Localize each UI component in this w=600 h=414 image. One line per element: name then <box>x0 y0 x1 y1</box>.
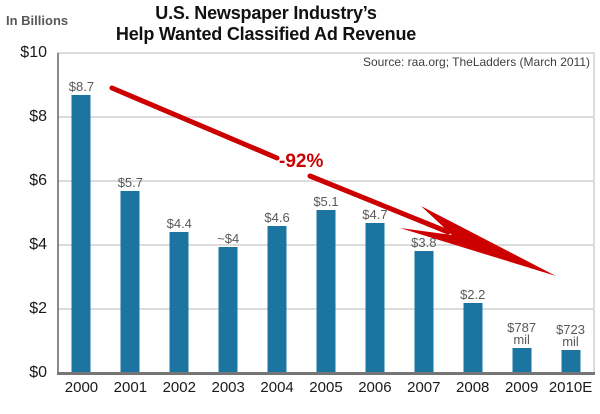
chart-title-line1: U.S. Newspaper Industry’s <box>155 3 377 23</box>
y-tick-label: $6 <box>29 172 47 189</box>
gridline <box>57 52 595 54</box>
bar-column-2000: $8.7 <box>57 53 106 373</box>
x-tick-label-2006: 2006 <box>358 379 392 396</box>
y-tick-label: $4 <box>29 236 47 253</box>
bar-2009 <box>512 347 532 373</box>
source-credit: Source: raa.org; TheLadders (March 2011) <box>362 55 590 69</box>
x-tick-label-2009: 2009 <box>504 379 539 396</box>
bar-column-2010E: $723 mil <box>546 53 595 373</box>
bar-column-2002: $4.4 <box>155 53 204 373</box>
bar-column-2009: $787 mil <box>497 53 546 373</box>
bar-value-label: $4.4 <box>145 216 214 232</box>
bar-2002 <box>169 232 189 373</box>
bar-2010E <box>561 349 581 373</box>
bar-column-2008: $2.2 <box>448 53 497 373</box>
bar-2005 <box>316 209 336 373</box>
bar-2001 <box>120 190 140 373</box>
bar-value-label: $8.7 <box>47 78 116 94</box>
chart-title-line2: Help Wanted Classified Ad Revenue <box>115 24 417 44</box>
bar-column-2007: $3.8 <box>399 53 448 373</box>
bar-value-label-line: mil <box>513 331 530 347</box>
bar-value-label: $723 mil <box>536 321 600 349</box>
bar-value-label-line: $5.7 <box>117 174 144 190</box>
bar-value-label-line: $787 <box>507 319 537 335</box>
x-tick-label-2008: 2008 <box>456 379 490 396</box>
y-tick-label: $2 <box>29 300 47 317</box>
x-tick-label-2010E: 2010E <box>548 379 593 396</box>
y-tick-label: $0 <box>29 364 47 381</box>
x-tick-label-2004: 2004 <box>260 379 294 396</box>
bar-2003 <box>218 246 238 373</box>
bar-value-label-line: $8.7 <box>68 78 95 94</box>
x-tick-label-2003: 2003 <box>211 379 245 396</box>
bar-column-2006: $4.7 <box>350 53 399 373</box>
bar-value-label-line: $2.2 <box>460 286 486 302</box>
bar-2007 <box>414 251 434 373</box>
bar-value-label: $787 mil <box>487 319 556 347</box>
x-tick-label-2001: 2001 <box>113 379 148 396</box>
bar-2006 <box>365 222 385 373</box>
bar-value-label-line: $723 <box>556 321 585 337</box>
y-axis-units-label: In Billions <box>6 13 69 28</box>
x-tick-label-2007: 2007 <box>407 379 441 396</box>
bar-value-label: $4.6 <box>243 209 312 225</box>
x-tick-label-2000: 2000 <box>64 379 99 396</box>
plot-right-border <box>593 53 595 373</box>
plot-area: $8.7 $5.7 $4.4 ~$4 $4.6 $5.1 $4.7 $3.8 $2.2 $787 m… <box>57 52 595 375</box>
bar-value-label-line: $4.6 <box>264 209 290 225</box>
bar-column-2001: $5.7 <box>106 53 155 373</box>
y-tick-label: $10 <box>20 44 47 61</box>
bar-value-label-line: ~$4 <box>217 230 240 246</box>
gridline <box>57 116 595 118</box>
y-tick-label: $8 <box>29 108 47 125</box>
bar-value-label: $2.2 <box>438 286 507 302</box>
x-tick-label-2005: 2005 <box>309 379 343 396</box>
decline-percentage-annotation: -92% <box>279 151 324 172</box>
bar-column-2003: ~$4 <box>204 53 253 373</box>
chart-title: U.S. Newspaper Industry’s Help Wanted Cl… <box>0 3 532 45</box>
bar-value-label-line: $4.4 <box>166 216 192 232</box>
bar-value-label-line: mil <box>562 333 579 349</box>
bar-2008 <box>463 302 483 373</box>
bar-2004 <box>267 225 287 373</box>
bar-value-label: $5.7 <box>96 174 165 190</box>
bar-value-label: ~$4 <box>194 230 263 246</box>
x-tick-label-2002: 2002 <box>162 379 196 396</box>
x-axis-line <box>57 372 595 375</box>
bar-2000 <box>71 94 91 373</box>
bar-column-2004: $4.6 <box>253 53 302 373</box>
y-axis-line <box>57 53 59 373</box>
